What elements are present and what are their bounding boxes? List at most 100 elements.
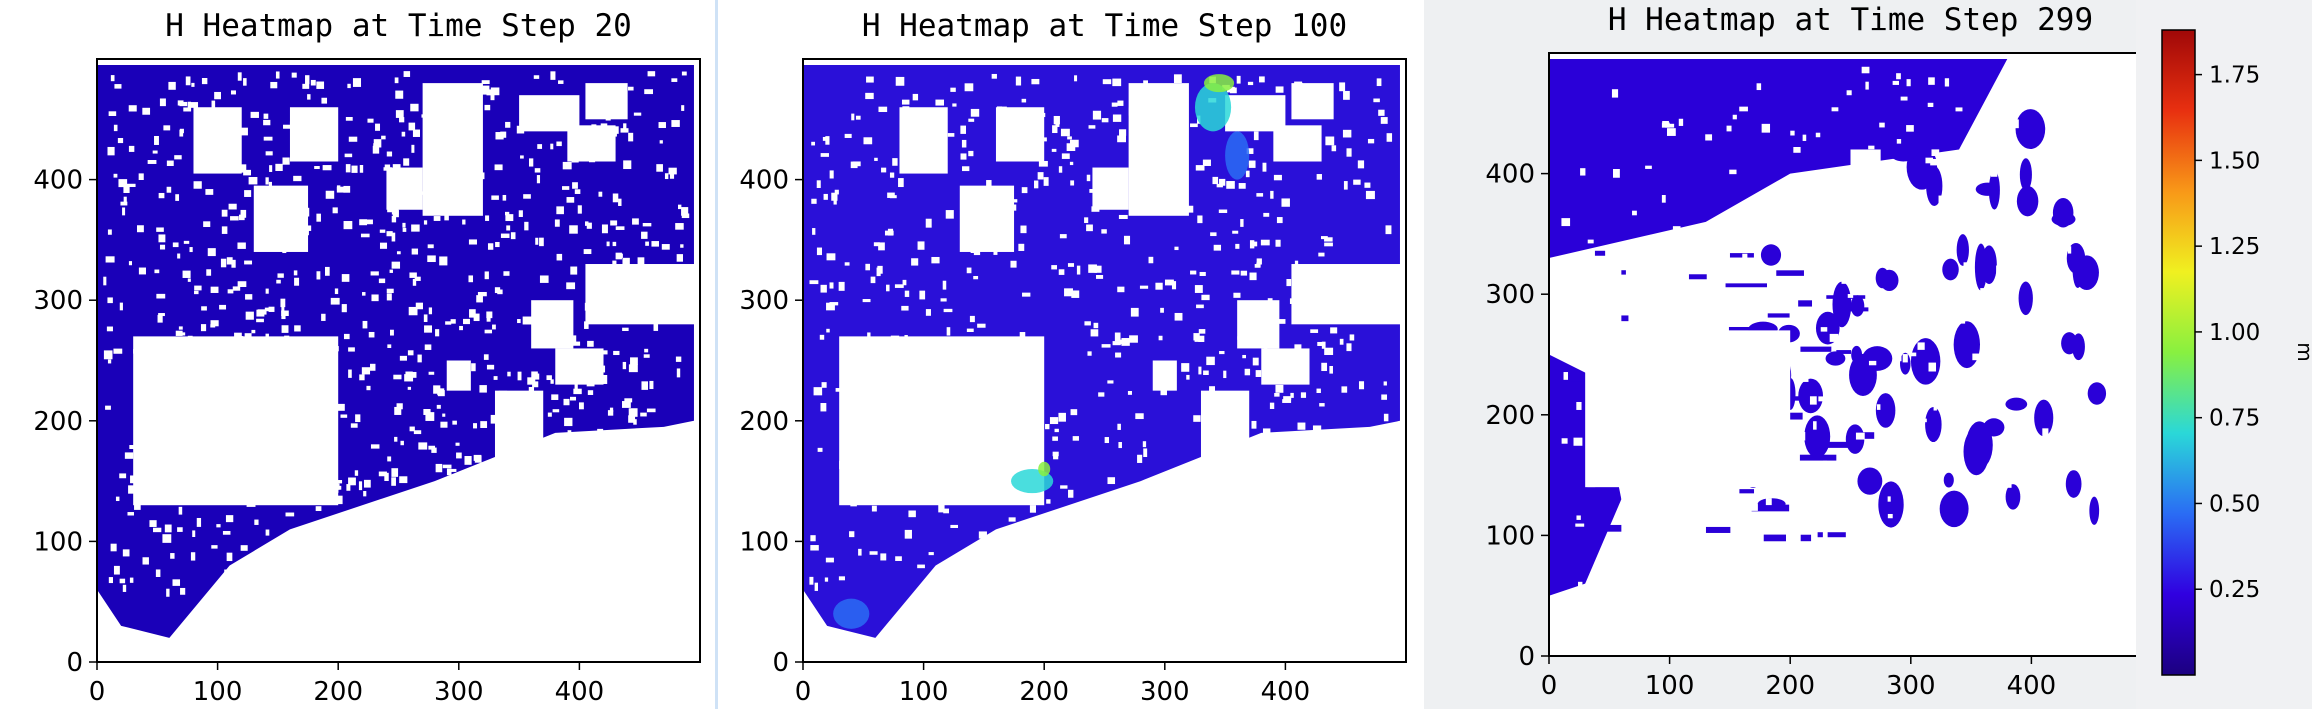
dry-cell [289, 223, 299, 228]
dry-cell [960, 125, 967, 134]
dry-cell [113, 124, 118, 132]
dry-cell [153, 359, 159, 365]
dry-cell [973, 251, 981, 256]
dry-cell [1240, 270, 1248, 276]
dry-cell [1365, 190, 1375, 200]
dry-cell [1316, 174, 1322, 180]
dry-cell [1725, 216, 1733, 224]
dry-cell [375, 123, 381, 131]
heatmap-streak [1817, 532, 1846, 538]
dry-cell [195, 113, 200, 119]
dry-cell [1072, 436, 1079, 441]
heatmap-blob [1760, 244, 1782, 266]
dry-cell [175, 194, 180, 201]
dry-cell [644, 89, 654, 95]
dry-cell [130, 475, 135, 484]
dry-cell [275, 163, 283, 171]
dry-cell [280, 298, 286, 308]
dry-cell [1015, 76, 1022, 86]
heatmap-blob [1857, 467, 1883, 495]
heatmap-blob [1939, 490, 1969, 528]
dry-cell [166, 160, 174, 167]
dry-cell [1059, 514, 1065, 522]
dry-cell [1294, 82, 1303, 87]
dry-cell [927, 583, 935, 588]
dry-cell [1364, 182, 1371, 188]
dry-cell [440, 421, 448, 428]
dry-cell [833, 200, 837, 205]
dry-cell [643, 354, 650, 358]
dry-cell [894, 284, 904, 288]
dry-cell [1055, 123, 1060, 127]
dry-cell [672, 538, 678, 542]
dry-cell [637, 257, 645, 266]
heatmap-streak [1688, 274, 1707, 280]
dry-cell [1289, 139, 1296, 145]
dry-cell [178, 326, 183, 330]
dry-cell [1187, 588, 1191, 596]
dry-cell [1275, 384, 1284, 393]
dry-cell [584, 321, 589, 329]
dry-cell [1038, 137, 1047, 142]
dry-cell [609, 509, 614, 519]
dry-cell [966, 267, 972, 274]
dry-cell [1269, 402, 1275, 409]
dry-cell [669, 172, 675, 179]
dry-cell [573, 525, 581, 531]
dry-cell [895, 556, 902, 561]
dry-cell [160, 347, 168, 352]
dry-cell [1247, 81, 1254, 86]
dry-cell [531, 371, 538, 378]
dry-cell [279, 368, 286, 373]
dry-cell [506, 225, 511, 231]
dry-cell [1154, 564, 1159, 574]
dry-cell [1880, 577, 1885, 586]
dry-cell [411, 224, 420, 232]
dry-cell [624, 398, 633, 403]
dry-cell [653, 323, 659, 331]
dry-cell [1186, 374, 1190, 380]
dry-cell [294, 325, 301, 332]
dry-cell [994, 345, 1002, 350]
dry-cell [676, 254, 684, 262]
dry-cell [1258, 315, 1262, 323]
x-tick-label: 300 [434, 677, 484, 707]
dry-cell [1131, 200, 1140, 204]
dry-cell [1219, 351, 1225, 355]
dry-cell [1275, 86, 1284, 93]
dry-cell [1078, 558, 1087, 563]
dry-cell [1178, 485, 1187, 492]
dry-cell [1127, 390, 1132, 395]
dry-cell [363, 479, 371, 488]
dry-cell [246, 559, 252, 569]
dry-cell [1738, 363, 1744, 367]
dry-cell [1366, 267, 1371, 277]
dry-cell [1587, 239, 1594, 244]
y-tick-label: 200 [739, 407, 789, 437]
dry-cell [612, 260, 617, 265]
dry-cell [274, 544, 281, 552]
dry-cell [167, 419, 175, 428]
dry-cell [401, 131, 406, 137]
dry-cell [1938, 195, 1946, 205]
dry-cell [284, 335, 290, 341]
dry-cell [585, 221, 589, 226]
dry-cell [1251, 309, 1260, 315]
heatmap-blob [2019, 158, 2032, 191]
dry-cell [2115, 305, 2125, 312]
dry-cell [464, 578, 470, 586]
dry-cell [257, 584, 267, 588]
dry-area [446, 360, 471, 391]
dry-cell [1242, 354, 1247, 359]
dry-cell [412, 278, 417, 286]
dry-cell [418, 442, 428, 450]
dry-cell [1349, 334, 1355, 341]
dry-cell [367, 508, 372, 515]
dry-cell [577, 457, 583, 466]
dry-cell [162, 418, 170, 427]
dry-cell [480, 421, 488, 428]
dry-cell [188, 368, 196, 375]
dry-cell [881, 167, 887, 173]
dry-cell [185, 76, 191, 86]
dry-cell [287, 195, 293, 203]
